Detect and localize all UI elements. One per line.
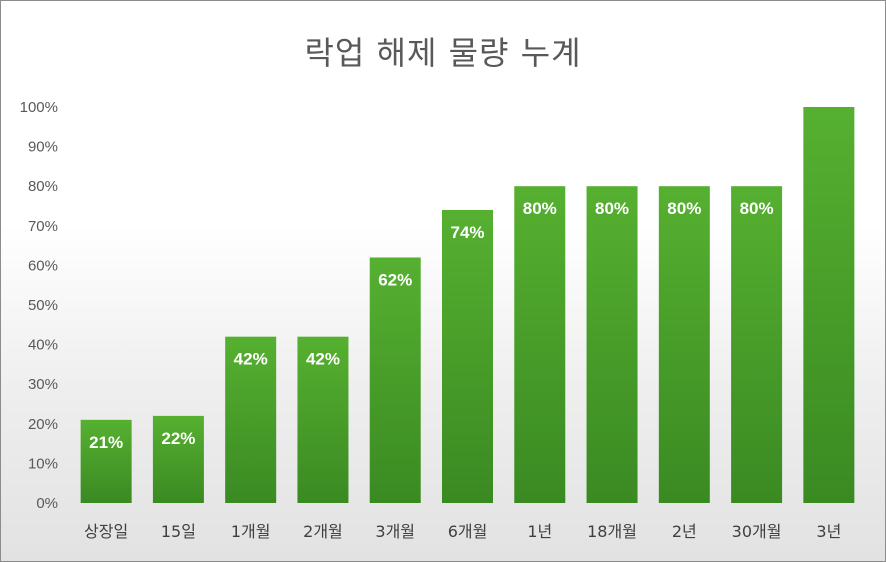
data-label: 42% xyxy=(234,350,268,369)
bar xyxy=(297,336,349,503)
bar xyxy=(442,209,493,503)
x-tick-label: 6개월 xyxy=(448,522,488,541)
data-label: 80% xyxy=(595,199,629,218)
y-tick-label: 50% xyxy=(28,297,58,314)
x-tick-label: 2개월 xyxy=(303,522,343,541)
bar xyxy=(803,107,855,503)
bar xyxy=(586,186,638,503)
bar xyxy=(731,186,783,503)
x-tick-label: 3년 xyxy=(816,522,841,541)
x-tick-label: 1년 xyxy=(527,522,552,541)
y-tick-label: 40% xyxy=(28,337,58,354)
x-tick-label: 1개월 xyxy=(231,522,271,541)
y-tick-label: 20% xyxy=(28,416,58,433)
y-tick-label: 90% xyxy=(28,139,58,156)
y-tick-label: 30% xyxy=(28,376,58,393)
y-axis: 0% 10% 20% 30% 40% 50% 60% 70% 80% 90% 100% xyxy=(20,99,58,512)
x-tick-label: 15일 xyxy=(161,522,196,541)
y-tick-label: 60% xyxy=(28,257,58,274)
bars xyxy=(80,107,855,503)
data-label: 74% xyxy=(450,223,484,242)
data-label: 42% xyxy=(306,350,340,369)
bar xyxy=(514,186,566,503)
data-label: 22% xyxy=(161,429,195,448)
data-label: 80% xyxy=(667,199,701,218)
data-label: 80% xyxy=(740,199,774,218)
chart-title: 락업 해제 물량 누계 xyxy=(304,34,582,72)
data-label: 80% xyxy=(523,199,557,218)
y-tick-label: 10% xyxy=(28,455,58,472)
bar xyxy=(152,415,204,503)
x-tick-label: 3개월 xyxy=(375,522,415,541)
x-tick-label: 30개월 xyxy=(732,522,782,541)
bar xyxy=(225,336,277,503)
x-tick-label: 18개월 xyxy=(587,522,637,541)
x-tick-label: 2년 xyxy=(672,522,697,541)
y-tick-label: 70% xyxy=(28,218,58,235)
data-label: 21% xyxy=(89,433,123,452)
bar xyxy=(658,186,710,503)
bar xyxy=(369,257,421,503)
x-axis: 상장일 15일 1개월 2개월 3개월 6개월 1년 18개월 2년 30개월 3년 xyxy=(84,522,841,541)
y-tick-label: 80% xyxy=(28,178,58,195)
data-label: 62% xyxy=(378,270,412,289)
y-tick-label: 0% xyxy=(36,495,58,512)
bar xyxy=(80,419,132,503)
y-tick-label: 100% xyxy=(20,99,58,116)
data-labels: 21% 22% 42% 42% 62% 74% 80% 80% 80% 80% xyxy=(89,199,773,452)
x-tick-label: 상장일 xyxy=(84,522,128,541)
